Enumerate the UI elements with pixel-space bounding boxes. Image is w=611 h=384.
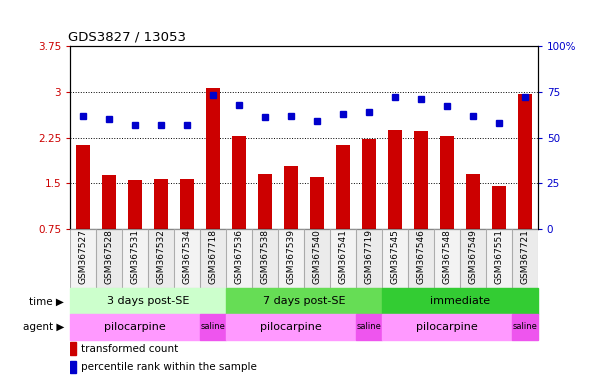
Bar [310,177,324,275]
Bar [466,174,480,275]
Bar [226,314,356,340]
Bar [70,288,226,314]
Bar [128,180,142,275]
Bar [518,94,532,275]
Text: 7 days post-SE: 7 days post-SE [263,296,345,306]
Bar [70,314,200,340]
Text: GSM367534: GSM367534 [183,229,192,284]
Text: percentile rank within the sample: percentile rank within the sample [81,362,257,372]
Text: saline: saline [200,323,225,331]
Text: GSM367721: GSM367721 [520,229,529,284]
Text: 3 days post-SE: 3 days post-SE [107,296,189,306]
Text: agent ▶: agent ▶ [23,322,64,332]
Bar [512,229,538,288]
Bar [304,229,330,288]
Bar [284,166,298,275]
Text: pilocarpine: pilocarpine [104,322,166,332]
Bar [252,229,278,288]
Bar [102,175,116,275]
Text: GSM367540: GSM367540 [312,229,321,284]
Text: GSM367551: GSM367551 [494,229,503,284]
Bar [206,88,220,275]
Bar [408,229,434,288]
Text: GSM367528: GSM367528 [104,229,114,284]
Bar [200,229,226,288]
Text: transformed count: transformed count [81,344,178,354]
Text: GSM367545: GSM367545 [390,229,400,284]
Bar [154,179,168,275]
Bar [70,342,76,355]
Bar [226,229,252,288]
Text: GSM367719: GSM367719 [364,229,373,284]
Bar [122,229,148,288]
Bar [226,288,382,314]
Text: pilocarpine: pilocarpine [260,322,322,332]
Text: immediate: immediate [430,296,490,306]
Bar [278,229,304,288]
Bar [492,186,506,275]
Bar [258,174,272,275]
Bar [76,145,90,275]
Text: GSM367538: GSM367538 [260,229,269,284]
Text: GDS3827 / 13053: GDS3827 / 13053 [68,30,186,43]
Bar [414,131,428,275]
Bar [440,136,454,275]
Bar [70,361,76,373]
Bar [434,229,459,288]
Text: saline: saline [356,323,381,331]
Bar [459,229,486,288]
Bar [382,314,512,340]
Bar [356,314,382,340]
Bar [486,229,512,288]
Text: GSM367527: GSM367527 [79,229,88,284]
Bar [97,229,122,288]
Text: GSM367539: GSM367539 [287,229,296,284]
Text: GSM367532: GSM367532 [156,229,166,284]
Bar [70,229,97,288]
Bar [232,136,246,275]
Text: GSM367541: GSM367541 [338,229,348,284]
Bar [512,314,538,340]
Text: GSM367718: GSM367718 [208,229,218,284]
Text: time ▶: time ▶ [29,296,64,306]
Text: GSM367549: GSM367549 [468,229,477,284]
Bar [330,229,356,288]
Text: GSM367536: GSM367536 [235,229,244,284]
Bar [388,130,402,275]
Text: GSM367548: GSM367548 [442,229,452,284]
Bar [180,179,194,275]
Bar [148,229,174,288]
Bar [336,146,350,275]
Text: GSM367531: GSM367531 [131,229,140,284]
Bar [382,288,538,314]
Text: saline: saline [512,323,537,331]
Text: pilocarpine: pilocarpine [416,322,478,332]
Text: GSM367546: GSM367546 [416,229,425,284]
Bar [362,139,376,275]
Bar [356,229,382,288]
Bar [200,314,226,340]
Bar [174,229,200,288]
Bar [382,229,408,288]
